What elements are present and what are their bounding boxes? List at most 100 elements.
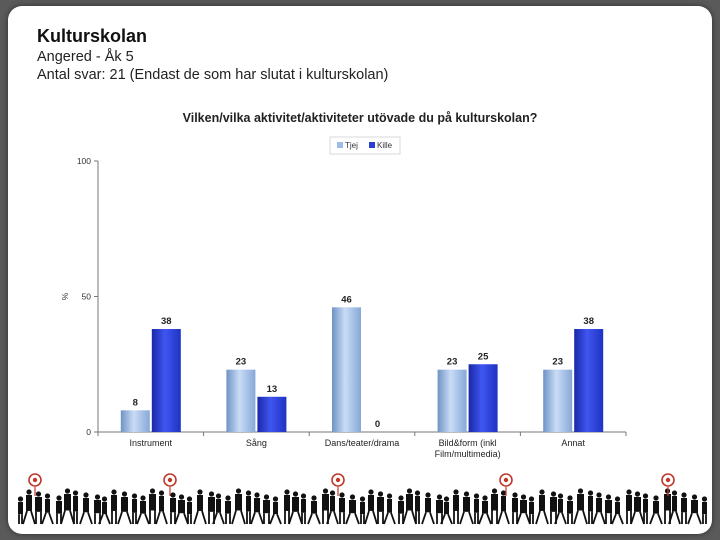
person-head [443,496,450,502]
person-body [415,496,420,512]
person-head [482,495,488,501]
person-leg [618,513,624,525]
person-head [614,496,621,502]
target-marker-dot [503,477,509,483]
person-body [626,495,632,511]
person-body [664,494,671,511]
person-head [245,490,252,496]
person-leg [269,513,275,525]
person-leg [657,513,663,525]
person-leg [250,512,256,525]
person-leg [573,510,579,525]
person-body [73,496,78,512]
person-body [170,498,176,513]
person-head [215,493,222,499]
person-body [197,495,203,511]
x-tick-label: Bild&form (inkl [439,438,497,448]
person-leg [48,512,54,525]
person-leg [611,513,617,525]
person-body [178,500,185,514]
person-body [246,496,251,512]
chart-bars [120,307,604,432]
person-body [159,496,164,512]
person-head [197,489,203,495]
person-leg [98,513,104,525]
target-marker-dot [32,477,38,483]
person-head [272,496,279,502]
data-label: 23 [447,357,458,368]
person-head [131,493,138,499]
person-head [386,493,393,499]
person-head [292,491,299,497]
person-leg [649,513,655,525]
person-body [254,498,260,513]
legend-label: Kille [377,141,393,150]
person-leg [696,512,702,525]
person-head [425,492,431,498]
person-body [102,502,107,515]
y-tick-label: 50 [82,292,92,302]
person-leg [136,513,142,525]
person-head [500,490,507,496]
person-head [520,494,527,500]
person-leg [516,512,522,525]
person-leg [478,513,484,525]
person-head [398,495,404,501]
person-body [406,494,413,511]
person-body [691,500,698,514]
person-body [322,494,329,511]
person-leg [155,511,161,525]
person-body [64,494,71,511]
page-title: Kulturskolan [37,26,148,46]
person-body [35,497,42,512]
person-leg [486,513,492,525]
person-body [425,498,431,513]
person-leg [687,512,693,525]
bar-kille [574,329,604,432]
person-head [491,488,498,494]
person-body [436,500,443,514]
bar-kille [151,329,181,432]
person-body [643,499,648,513]
person-head [101,496,108,502]
x-tick-label: Instrument [130,438,173,448]
person-head [473,493,480,499]
person-leg [345,512,351,525]
person-body [263,500,270,514]
person-leg [144,513,150,525]
bar-kille [468,364,498,432]
person-leg [429,512,435,525]
person-head [512,492,518,498]
person-body [482,501,488,514]
person-leg [326,511,332,525]
bar-tjej [543,369,573,432]
person-leg [193,510,199,525]
person-head [311,495,317,501]
person-head [368,489,374,495]
person-head [528,496,535,502]
legend-swatch [369,142,375,148]
person-body [558,499,563,513]
person-body [539,495,545,511]
person-leg [201,510,207,525]
person-leg [497,511,503,525]
person-body [208,497,215,512]
person-leg [364,510,370,525]
person-leg [87,512,93,525]
legend-box [329,136,401,155]
person-body [149,494,156,511]
person-body [121,497,128,512]
person-leg [668,511,674,525]
person-head [170,492,176,498]
person-leg [22,510,28,525]
person-head [235,488,242,494]
person-body [702,502,707,515]
data-label: 23 [236,357,247,368]
person-head [557,493,564,499]
chart-legend: Tjej Kille [329,136,401,155]
person-leg [447,513,453,525]
person-head [453,489,459,495]
person-leg [174,512,180,525]
person-head [634,491,641,497]
person-body [56,501,62,514]
